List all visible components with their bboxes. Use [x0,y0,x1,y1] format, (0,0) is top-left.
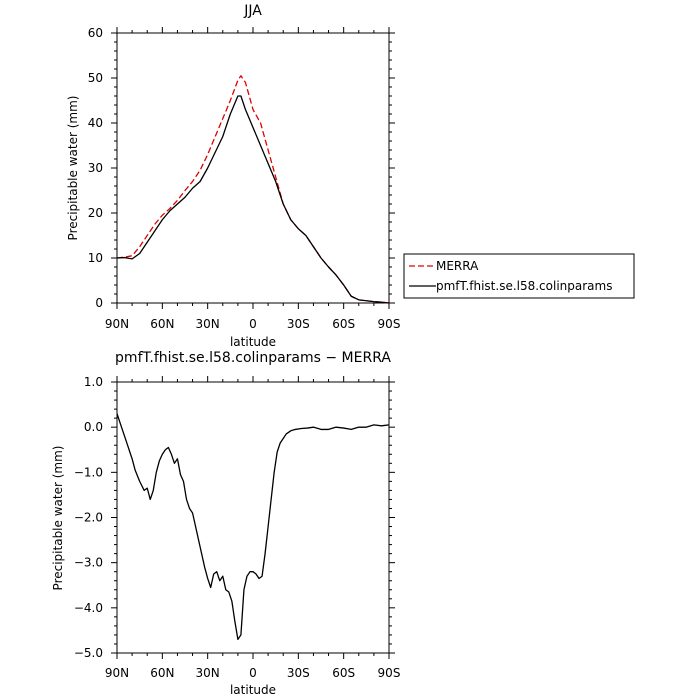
axis-ticks: 90N 60N 30N 0 30S 60S 90S 1.0 0.0 −1.0 −2.0 −3.0 −4.… [74,375,401,680]
x-tick-label: 90N [105,317,129,331]
y-axis-title: Precipitable water (mm) [51,446,65,591]
series-group [116,75,390,304]
legend-label-merra: MERRA [436,259,479,273]
y-tick-label: 60 [88,26,103,40]
panel-top-chart: JJA 90N 60N 30N 0 30S 60S 90S 0 10 20 30 40 50 60 lat… [66,3,635,349]
y-tick-label: −1.0 [74,465,103,479]
series-line-pmft-fhist-se-l58-colinparams [116,95,390,304]
legend-box [403,253,635,299]
y-tick-label: −2.0 [74,511,103,525]
x-tick-label: 90N [105,666,129,680]
x-tick-label: 0 [249,666,257,680]
x-tick-label: 30S [287,666,310,680]
y-tick-label: 50 [88,71,103,85]
x-tick-label: 90S [378,317,401,331]
y-tick-label: 0.0 [84,420,103,434]
difference-chart-title: pmfT.fhist.se.l58.colinparams − MERRA [115,350,391,366]
x-axis-title: latitude [230,335,276,349]
x-tick-label: 60N [150,317,174,331]
y-tick-label: 1.0 [84,375,103,389]
chart-title: JJA [243,3,262,19]
y-tick-label: −4.0 [74,601,103,615]
panel-bottom-chart: pmfT.fhist.se.l58.colinparams − MERRA 90… [51,350,400,697]
x-tick-label: 90S [378,666,401,680]
legend: MERRA pmfT.fhist.se.l58.colinparams [403,253,635,299]
y-tick-label: 20 [88,206,103,220]
y-tick-label: 40 [88,116,103,130]
y-tick-label: 0 [95,296,103,310]
x-tick-label: 60N [150,666,174,680]
series-group [116,413,390,641]
x-tick-label: 60S [332,317,355,331]
x-tick-label: 60S [332,666,355,680]
x-tick-label: 30N [196,666,220,680]
legend-label-model: pmfT.fhist.se.l58.colinparams [436,279,612,293]
x-tick-label: 30S [287,317,310,331]
y-tick-label: −3.0 [74,556,103,570]
series-line-difference [116,413,390,641]
y-tick-label: 30 [88,161,103,175]
x-tick-label: 30N [196,317,220,331]
x-tick-label: 0 [249,317,257,331]
y-tick-label: 10 [88,251,103,265]
y-tick-label: −5.0 [74,646,103,660]
x-axis-title: latitude [230,683,276,697]
y-axis-title: Precipitable water (mm) [66,96,80,241]
axis-ticks: 90N 60N 30N 0 30S 60S 90S 0 10 20 30 40 50 60 [88,26,401,331]
